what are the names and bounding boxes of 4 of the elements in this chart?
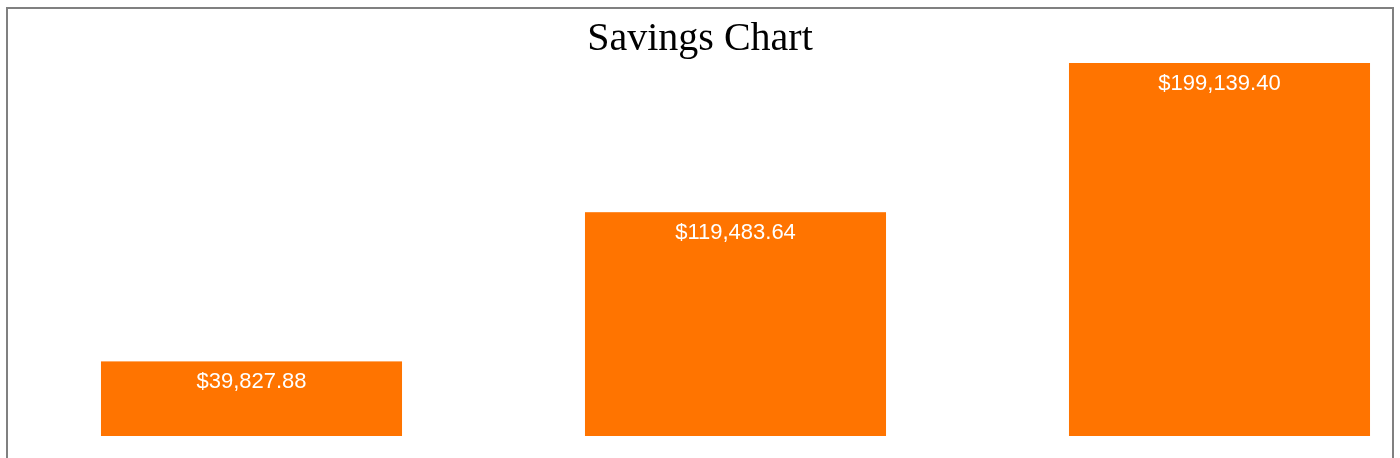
data-label: $39,827.88 — [196, 368, 307, 394]
data-label: $199,139.40 — [1158, 70, 1281, 95]
data-label: $119,483.64 — [675, 219, 796, 245]
chart-title: Savings Chart — [587, 14, 813, 59]
